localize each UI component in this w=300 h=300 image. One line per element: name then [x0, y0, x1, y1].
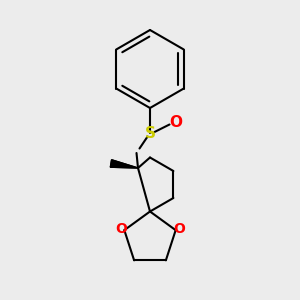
Text: O: O: [173, 222, 185, 236]
Text: S: S: [145, 126, 155, 141]
Polygon shape: [110, 160, 138, 168]
Text: O: O: [169, 116, 182, 130]
Polygon shape: [110, 160, 138, 168]
Text: O: O: [115, 222, 127, 236]
